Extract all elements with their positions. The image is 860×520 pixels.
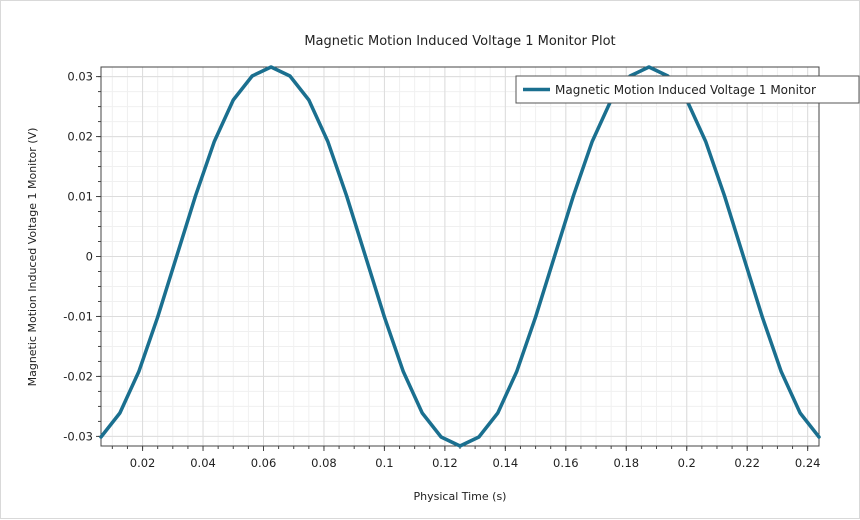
y-tick-label: -0.01 <box>63 309 93 323</box>
x-tick-label: 0.14 <box>493 456 519 470</box>
series-line <box>99 65 821 448</box>
y-tick-label: 0.03 <box>67 70 93 84</box>
chart-title: Magnetic Motion Induced Voltage 1 Monito… <box>304 34 615 49</box>
legend-label: Magnetic Motion Induced Voltage 1 Monito… <box>555 83 816 97</box>
grid <box>101 67 819 446</box>
y-tick-label: 0 <box>86 250 93 264</box>
y-tick-label: 0.01 <box>67 190 93 204</box>
x-tick-label: 0.18 <box>613 456 639 470</box>
x-tick-label: 0.06 <box>251 456 277 470</box>
x-tick-label: 0.1 <box>375 456 393 470</box>
x-tick-label: 0.12 <box>432 456 458 470</box>
legend[interactable]: Magnetic Motion Induced Voltage 1 Monito… <box>515 75 860 104</box>
x-tick-label: 0.02 <box>130 456 156 470</box>
series-layer <box>99 65 821 448</box>
x-axis-label: Physical Time (s) <box>414 490 507 503</box>
x-tick-label: 0.22 <box>734 456 760 470</box>
x-tick-label: 0.04 <box>190 456 216 470</box>
y-tick-label: -0.03 <box>63 429 93 443</box>
x-tick-label: 0.24 <box>795 456 821 470</box>
x-tick-label: 0.2 <box>678 456 696 470</box>
legend-box <box>515 75 860 104</box>
y-tick-label: 0.02 <box>67 130 93 144</box>
x-tick-label: 0.16 <box>553 456 579 470</box>
y-axis-label: Magnetic Motion Induced Voltage 1 Monito… <box>26 128 39 387</box>
axis-ticks: 0.02 0.04 0.06 0.08 0.1 0.12 0.14 0.16 0.18 0.2 0.… <box>63 70 820 470</box>
x-tick-label: 0.08 <box>311 456 337 470</box>
y-tick-label: -0.02 <box>63 369 93 383</box>
